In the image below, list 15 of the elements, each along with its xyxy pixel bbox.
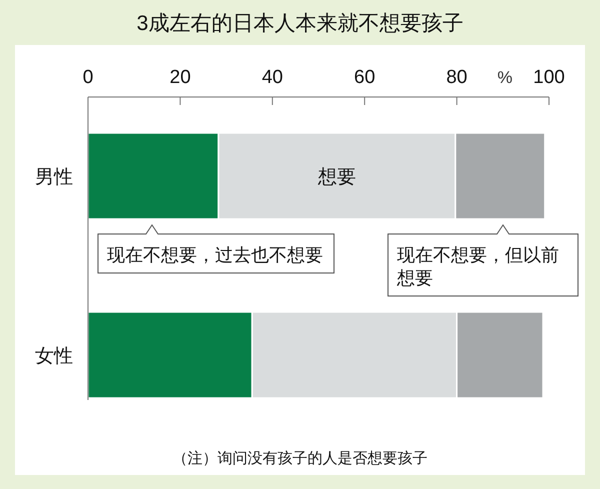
- title: 3成左右的日本人本来就不想要孩子: [136, 12, 464, 35]
- callout: 现在不想要，过去也不想要: [98, 224, 334, 274]
- x-tick-label: 20: [170, 67, 191, 88]
- annotation: 现在不想要，但以前想要: [396, 245, 559, 288]
- x-axis-title: %: [497, 68, 512, 87]
- x-tick-label: 0: [82, 67, 94, 88]
- x-tick-label: 60: [354, 67, 376, 88]
- note: （注）询问没有孩子的人是否想要孩子: [172, 450, 428, 467]
- x-tick-label: 80: [446, 67, 468, 88]
- x-tick-label: 100: [533, 67, 565, 88]
- annotation: 现在不想要，过去也不想要: [107, 245, 323, 265]
- y-tick-label: 男性: [35, 167, 73, 188]
- callout: 现在不想要，但以前想要: [388, 224, 578, 296]
- y-tick-label: 女性: [35, 346, 73, 367]
- x-tick-label: 40: [262, 67, 283, 88]
